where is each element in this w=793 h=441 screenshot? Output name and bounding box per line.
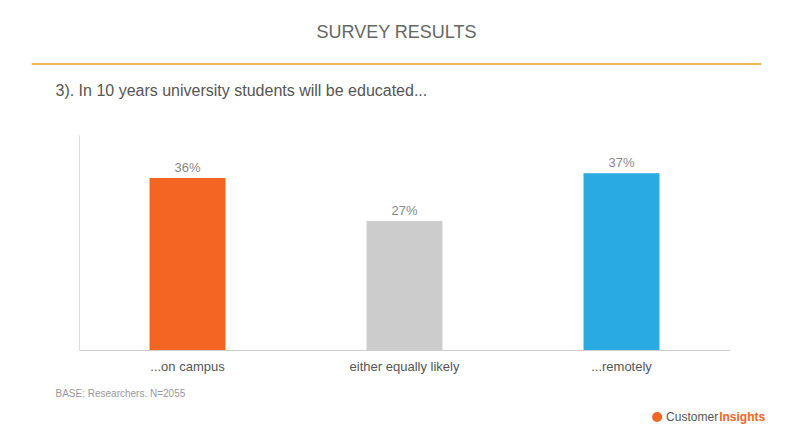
- base-note: BASE: Researchers. N=2055: [56, 388, 186, 399]
- x-tick: ...remotely: [591, 350, 652, 374]
- bars: [150, 173, 660, 350]
- subtitle: 3). In 10 years university students will…: [56, 82, 428, 99]
- data-label: 36%: [174, 160, 200, 175]
- title: SURVEY RESULTS: [316, 22, 476, 42]
- x-axis-line: [80, 350, 731, 351]
- bar: [584, 173, 660, 350]
- chart-container: SURVEY RESULTS 3). In 10 years university…: [0, 0, 793, 441]
- separator: [32, 63, 762, 65]
- chart-svg: SURVEY RESULTS 3). In 10 years university…: [0, 0, 793, 441]
- x-tick-label: ...remotely: [591, 359, 652, 374]
- brand-icon: [652, 412, 662, 422]
- y-axis-line: [79, 136, 80, 351]
- y-axis: [79, 136, 80, 351]
- x-axis: ...on campus either equally likely ...remo…: [80, 350, 731, 374]
- data-label: 27%: [391, 203, 417, 218]
- data-labels: 36% 27% 37%: [174, 155, 634, 218]
- bar: [150, 178, 226, 350]
- x-tick-label: ...on campus: [150, 359, 225, 374]
- data-label: 37%: [608, 155, 634, 170]
- x-tick: either equally likely: [350, 350, 460, 374]
- plot: ...on campus either equally likely ...remo…: [80, 136, 731, 375]
- x-tick: ...on campus: [150, 350, 225, 374]
- bar: [367, 221, 443, 350]
- x-tick-label: either equally likely: [350, 359, 460, 374]
- brand-text: Insights: [719, 410, 765, 424]
- brand-text: Customer: [666, 410, 718, 424]
